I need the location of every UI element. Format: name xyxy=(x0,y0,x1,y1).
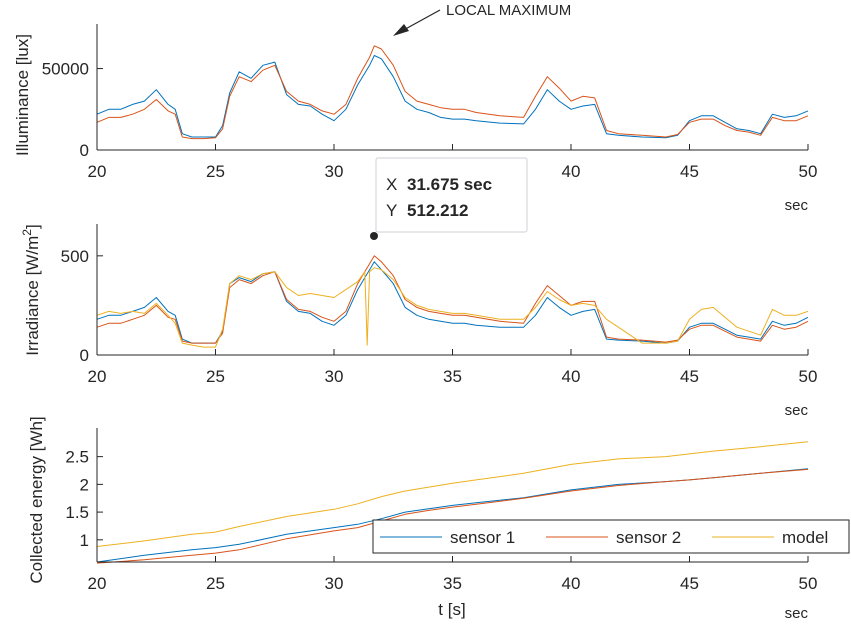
irradiance-xtick-label: 20 xyxy=(88,367,107,386)
irradiance-line-sensor-1 xyxy=(96,261,809,344)
irradiance-ytick-label: 500 xyxy=(61,247,89,266)
legend-entry-model[interactable]: model xyxy=(712,528,828,547)
datatip-marker[interactable] xyxy=(370,232,378,240)
energy-line-sensor-2 xyxy=(96,468,809,564)
legend-box xyxy=(372,519,850,554)
annotation-arrow-head xyxy=(393,24,409,36)
illuminance-xtick-label: 40 xyxy=(562,162,581,181)
energy-xtick-label: 25 xyxy=(206,574,225,593)
illuminance-ytick-label: 50000 xyxy=(42,60,89,79)
energy-xunit: sec xyxy=(785,605,809,622)
irradiance-ytick-label: 0 xyxy=(80,346,89,365)
irradiance-xunit: sec xyxy=(785,402,809,419)
irradiance-series xyxy=(96,255,809,348)
illuminance-xtick-label: 50 xyxy=(799,162,818,181)
irradiance-xtick-label: 35 xyxy=(443,367,462,386)
energy-series xyxy=(96,441,809,564)
irradiance-line-model xyxy=(96,267,809,348)
irradiance-ylabel-base: Irradiance [W/m xyxy=(23,236,42,356)
legend-entry-sensor-1[interactable]: sensor 1 xyxy=(380,528,515,547)
illuminance-xunit: sec xyxy=(785,197,809,214)
illuminance-line-sensor-1 xyxy=(96,55,809,139)
energy-ytick-label: 1 xyxy=(80,531,89,550)
energy-xtick-label: 50 xyxy=(799,574,818,593)
energy-xtick-label: 40 xyxy=(562,574,581,593)
irradiance-xtick-label: 40 xyxy=(562,367,581,386)
datatip-y-key: Y xyxy=(386,201,397,220)
energy-ytick-label: 2 xyxy=(80,475,89,494)
energy-xtick-label: 30 xyxy=(325,574,344,593)
illuminance-xtick-label: 45 xyxy=(680,162,699,181)
irradiance-ylabel-end: ] xyxy=(23,224,42,229)
datatip-x-value: 31.675 sec xyxy=(407,175,492,194)
illuminance-ytick-label: 0 xyxy=(80,141,89,160)
energy-xtick-label: 45 xyxy=(680,574,699,593)
energy-xtick-label: 20 xyxy=(88,574,107,593)
legend-label-sensor-2: sensor 2 xyxy=(616,528,681,547)
legend[interactable]: sensor 1 sensor 2 model xyxy=(372,519,850,554)
legend-entry-sensor-2[interactable]: sensor 2 xyxy=(546,528,681,547)
annotation-text: LOCAL MAXIMUM xyxy=(446,2,571,19)
illuminance-xtick-label: 30 xyxy=(325,162,344,181)
irradiance-xtick-label: 25 xyxy=(206,367,225,386)
local-maximum-annotation: LOCAL MAXIMUM xyxy=(393,2,571,36)
energy-ytick-label: 2.5 xyxy=(65,448,89,467)
datatip-box xyxy=(375,157,528,233)
illuminance-line-sensor-2 xyxy=(96,45,809,140)
energy-ylabel: Collected energy [Wh] xyxy=(27,416,46,583)
legend-label-sensor-1: sensor 1 xyxy=(450,528,515,547)
energy-ytick-label: 1.5 xyxy=(65,503,89,522)
energy-line-model xyxy=(96,441,809,547)
energy-xlabel: t [s] xyxy=(438,600,465,619)
irradiance-line-sensor-2 xyxy=(96,255,809,344)
irradiance-ylabel: Irradiance [W/m2] xyxy=(20,224,42,355)
illuminance-series xyxy=(96,45,809,140)
irradiance-ylabel-sup: 2 xyxy=(20,229,34,236)
irradiance-xtick-label: 45 xyxy=(680,367,699,386)
datatip-x-key: X xyxy=(386,175,397,194)
datatip-y-value: 512.212 xyxy=(407,201,468,220)
illuminance-axes: 20253035404550050000 xyxy=(42,24,818,181)
irradiance-xtick-label: 30 xyxy=(325,367,344,386)
energy-xtick-label: 35 xyxy=(443,574,462,593)
illuminance-xtick-label: 25 xyxy=(206,162,225,181)
irradiance-xtick-label: 50 xyxy=(799,367,818,386)
legend-label-model: model xyxy=(782,528,828,547)
illuminance-ylabel: Illuminance [lux] xyxy=(13,34,32,156)
energy-axes: 20 25 30 35 40 45 50 1 1.5 2 2.5 xyxy=(65,428,817,593)
illuminance-xtick-label: 20 xyxy=(88,162,107,181)
energy-panel: 20 25 30 35 40 45 50 1 1.5 2 2.5 Collected energy … xyxy=(27,416,850,622)
datatip[interactable]: X 31.675 sec Y 512.212 xyxy=(370,157,528,240)
